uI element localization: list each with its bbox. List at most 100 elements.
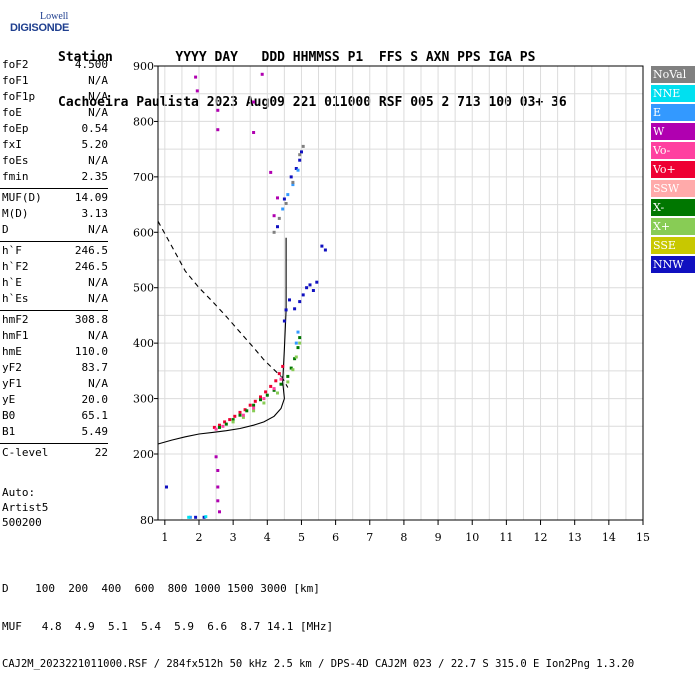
echo-point — [301, 144, 305, 148]
echo-point — [296, 168, 300, 172]
parameter-label: hmF2 — [2, 313, 29, 326]
echo-point — [291, 183, 295, 187]
plot-frame — [157, 65, 644, 521]
echo-point — [195, 89, 199, 93]
echo-point — [311, 289, 315, 292]
parameter-label: foEp — [2, 122, 29, 135]
parameter-value: N/A — [88, 90, 108, 103]
legend-item: X+ — [651, 218, 695, 235]
echo-point — [298, 336, 302, 340]
parameter-value: 5.49 — [81, 425, 109, 438]
parameter-label: h`F2 — [2, 260, 29, 273]
echo-point — [216, 108, 220, 112]
y-tick-label: 400 — [133, 337, 154, 350]
parameter-label: hmF1 — [2, 329, 29, 342]
parameter-row: foF1p N/A — [2, 90, 108, 106]
echo-point — [277, 372, 281, 376]
parameter-label: hmE — [2, 345, 22, 358]
echo-point — [269, 170, 273, 174]
echo-point — [262, 401, 266, 405]
echo-point — [294, 341, 298, 345]
echo-point — [279, 377, 283, 381]
echo-point — [282, 197, 286, 201]
parameter-label: M(D) — [2, 207, 29, 220]
echo-point — [252, 131, 256, 134]
parameter-value: N/A — [88, 223, 108, 236]
echo-point — [298, 341, 302, 345]
x-tick-label: 11 — [499, 531, 513, 544]
parameter-value: 20.0 — [81, 393, 109, 406]
parameter-row: foE N/A — [2, 106, 108, 122]
echo-point — [289, 366, 293, 370]
echo-point — [298, 300, 302, 304]
virtual-height-curve — [281, 376, 289, 388]
parameter-value: N/A — [88, 276, 108, 289]
echo-point — [260, 72, 264, 76]
parameter-row: foF1 N/A — [2, 74, 108, 90]
echo-point — [308, 283, 312, 287]
echo-point — [265, 393, 269, 397]
echo-point — [282, 319, 286, 323]
parameter-value: 83.7 — [81, 361, 109, 374]
parameter-row: hmE 110.0 — [2, 345, 108, 361]
parameter-value: 2.35 — [81, 170, 109, 183]
echo-point — [214, 427, 218, 431]
x-tick-label: 10 — [465, 531, 479, 544]
parameter-separator — [0, 310, 108, 311]
parameter-value: 4.500 — [74, 58, 108, 71]
true-height-profile — [157, 237, 287, 445]
parameter-label: yF2 — [2, 361, 22, 374]
lowell-digisonde-logo: Lowell DIGISONDE — [4, 10, 74, 40]
parameter-value: 3.13 — [81, 207, 109, 220]
auto-label: Auto: — [2, 486, 36, 499]
x-tick-label: 15 — [636, 531, 650, 544]
echo-point — [216, 485, 220, 489]
x-tick-label: 2 — [195, 531, 202, 544]
parameter-row: C-level 22 — [2, 446, 108, 462]
echo-point — [300, 150, 303, 154]
echo-point — [293, 307, 297, 311]
echo-point — [276, 391, 279, 395]
parameter-value: N/A — [88, 154, 108, 167]
legend-item: E — [651, 104, 695, 121]
legend-item: NoVal — [651, 66, 695, 83]
legend-item: SSW — [651, 180, 695, 197]
legend-item: Vo- — [651, 142, 695, 159]
y-tick-label: 700 — [133, 171, 154, 184]
parameter-row: h`F 246.5 — [2, 244, 108, 260]
parameter-row: M(D) 3.13 — [2, 207, 108, 223]
echo-point — [252, 409, 256, 413]
echo-point — [218, 510, 221, 514]
x-tick-label: 4 — [264, 531, 271, 544]
echo-point — [252, 406, 256, 410]
echo-point — [291, 180, 295, 184]
parameter-label: h`E — [2, 276, 22, 289]
echo-point — [279, 382, 283, 386]
echo-point — [241, 413, 245, 417]
parameter-value: 110.0 — [74, 345, 108, 358]
parameter-value: 65.1 — [81, 409, 109, 422]
y-tick-label: 300 — [133, 393, 154, 406]
parameter-value: N/A — [88, 292, 108, 305]
x-tick-label: 7 — [366, 531, 373, 544]
echo-point — [323, 248, 327, 252]
echo-point — [262, 397, 266, 401]
echo-point — [305, 286, 309, 290]
echo-point — [218, 423, 221, 427]
ionogram-chart: 1 2 3 4 5 6 7 8 9 10 11 12 13 14 158020030040050060070… — [133, 60, 650, 544]
echo-point — [218, 425, 221, 429]
x-tick-label: 6 — [332, 531, 339, 544]
parameter-label: foF1 — [2, 74, 29, 87]
echo-point — [233, 414, 237, 418]
x-tick-label: 3 — [230, 531, 237, 544]
virtual-height-curve — [157, 220, 282, 377]
echo-point — [252, 100, 256, 104]
echo-point — [272, 388, 276, 392]
parameter-row: h`Es N/A — [2, 292, 108, 308]
footer-distance-row: D 100 200 400 600 800 1000 1500 3000 [km… — [2, 582, 320, 595]
echo-point — [188, 515, 192, 519]
legend-item: Vo+ — [651, 161, 695, 178]
legend-item: X- — [651, 199, 695, 216]
parameter-separator — [0, 443, 108, 444]
parameter-row: yF2 83.7 — [2, 361, 108, 377]
